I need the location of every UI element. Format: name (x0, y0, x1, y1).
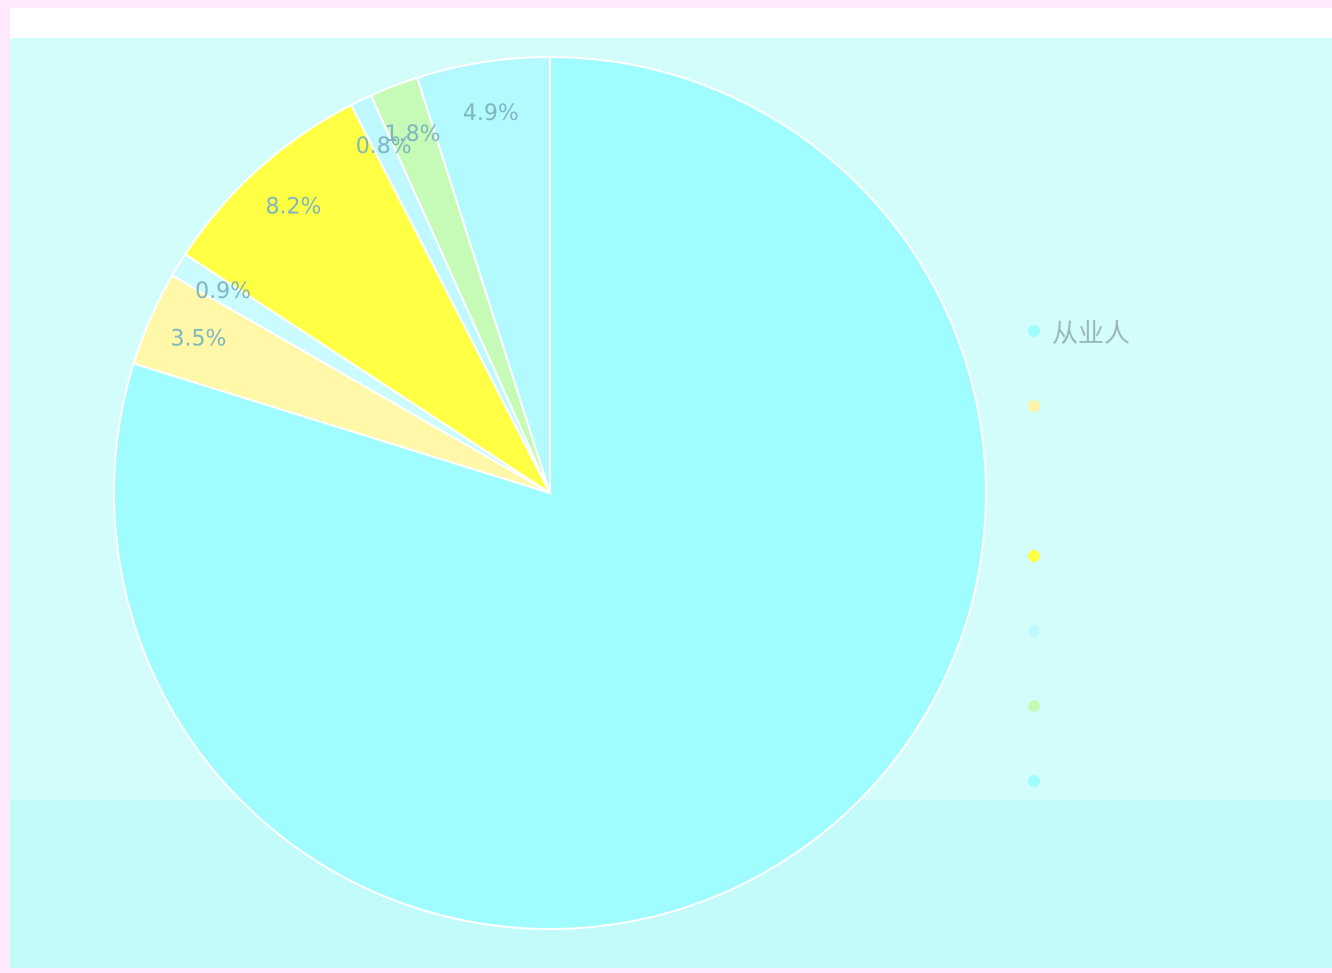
top-cyan-band (10, 38, 1332, 75)
pie-slice-6 (415, 55, 551, 494)
legend-swatch-3 (1028, 625, 1040, 637)
legend-label-0: 从业人 (1052, 319, 1131, 349)
pie-slices (113, 55, 987, 930)
chart-canvas: 3.5% 0.9% 8.2% 0.8% 1.8% 4.9% 从业人 (10, 8, 1332, 968)
legend-swatch-0 (1028, 325, 1040, 337)
pie-slice-3 (183, 103, 553, 496)
legend-swatch-2 (1028, 550, 1040, 562)
pie-slice-labels: 3.5% 0.9% 8.2% 0.8%1.8% 4.9% (170, 101, 518, 351)
slice-label-2: 0.9% (195, 279, 251, 304)
slice-label-3: 8.2% (265, 195, 321, 220)
slice-label-5: 1.8% (385, 122, 441, 147)
pie-chart: 3.5% 0.9% 8.2% 0.8%1.8% 4.9% (113, 55, 987, 930)
legend-swatch-1 (1028, 400, 1040, 412)
slice-label-6: 4.9% (463, 101, 519, 126)
slice-label-4: 0.8% (356, 134, 412, 159)
legend-swatch-5 (1028, 775, 1040, 787)
slice-label-1: 3.5% (170, 326, 226, 351)
legend-swatch-4 (1028, 700, 1040, 712)
